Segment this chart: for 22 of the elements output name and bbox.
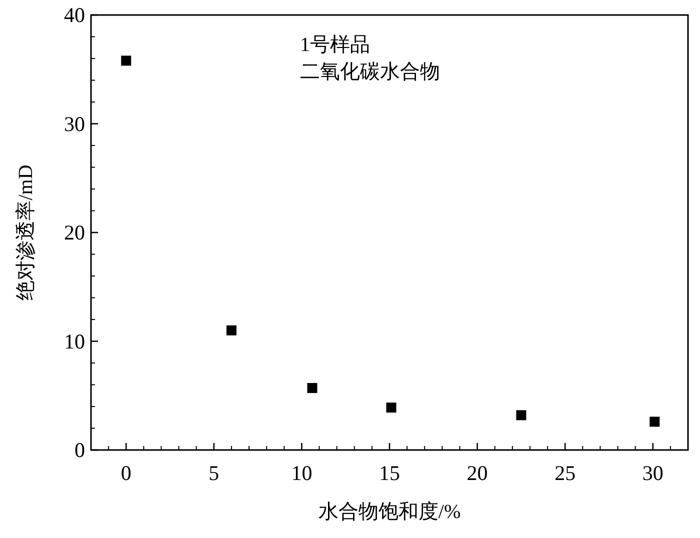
x-tick-label: 30 bbox=[642, 461, 664, 485]
y-tick-label: 20 bbox=[64, 220, 85, 244]
annotation: 二氧化碳水合物 bbox=[300, 61, 440, 83]
x-axis-title: 水合物饱和度/% bbox=[318, 501, 461, 523]
point bbox=[307, 383, 318, 394]
x-tick-label: 20 bbox=[466, 461, 488, 485]
y-axis-title: 绝对渗透率/mD bbox=[15, 164, 37, 300]
point bbox=[650, 416, 660, 427]
y-tick-label: 10 bbox=[64, 329, 85, 354]
x-tick-label: 0 bbox=[120, 461, 132, 485]
y-tick-label: 30 bbox=[64, 112, 85, 136]
y-tick-label: 0 bbox=[74, 438, 85, 462]
point bbox=[226, 325, 236, 336]
y-tick-label: 40 bbox=[64, 3, 85, 27]
x-tick-label: 5 bbox=[208, 461, 220, 485]
annotation: 1号样品 bbox=[300, 34, 370, 56]
point bbox=[121, 56, 132, 66]
point bbox=[516, 410, 526, 420]
point bbox=[386, 402, 396, 413]
x-tick-label: 25 bbox=[554, 461, 576, 485]
x-tick-label: 15 bbox=[379, 461, 400, 485]
x-tick-label: 10 bbox=[291, 461, 312, 485]
